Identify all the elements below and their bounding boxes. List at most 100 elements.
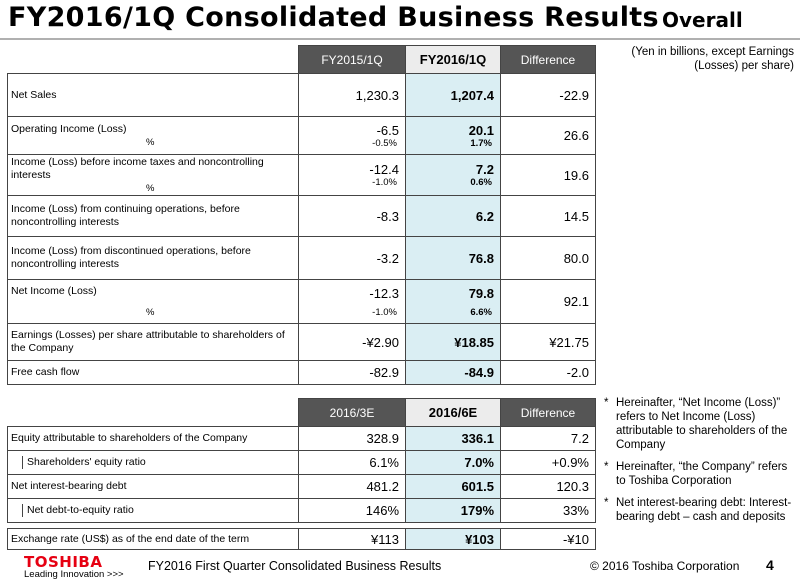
footnote-text: Hereinafter, “the Company” refers to Tos… bbox=[616, 461, 788, 487]
row-label: Equity attributable to shareholders of t… bbox=[7, 426, 299, 451]
pct-label: % bbox=[146, 182, 155, 194]
income-results-table: FY2015/1Q FY2016/1Q Difference Net Sales… bbox=[7, 45, 596, 385]
cell-prev: -12.3 -1.0% bbox=[298, 279, 406, 324]
cell-prev: 481.2 bbox=[298, 474, 406, 499]
cell-current: -84.9 bbox=[405, 360, 501, 385]
table-row-pretax-income: Income (Loss) before income taxes and no… bbox=[7, 154, 596, 196]
cell-current: 76.8 bbox=[405, 236, 501, 280]
row-label: Net debt-to-equity ratio bbox=[27, 504, 134, 516]
footnote-text: Hereinafter, “Net Income (Loss)” refers … bbox=[616, 397, 788, 451]
pct-value: -1.0% bbox=[372, 306, 397, 318]
column-header-current: FY2016/1Q bbox=[405, 45, 501, 74]
row-label: Income (Loss) before income taxes and no… bbox=[11, 155, 264, 181]
row-label: Income (Loss) from continuing operations… bbox=[7, 195, 299, 237]
cell-current: 6.2 bbox=[405, 195, 501, 237]
pct-value: 6.6% bbox=[470, 306, 492, 318]
column-header-prev: FY2015/1Q bbox=[298, 45, 406, 74]
cell-prev: -6.5 -0.5% bbox=[298, 116, 406, 155]
cell-current: 20.1 1.7% bbox=[405, 116, 501, 155]
row-label: Earnings (Losses) per share attributable… bbox=[7, 323, 299, 361]
cell-current: 7.2 0.6% bbox=[405, 154, 501, 196]
cell-current: 79.8 6.6% bbox=[405, 279, 501, 324]
cell-current: 7.0% bbox=[405, 450, 501, 475]
column-header-current: 2016/6E bbox=[405, 398, 501, 427]
value: 7.2 bbox=[475, 162, 494, 177]
header-blank bbox=[7, 45, 299, 74]
row-label: Exchange rate (US$) as of the end date o… bbox=[7, 528, 299, 550]
cell-prev: -8.3 bbox=[298, 195, 406, 237]
row-label-cell: Net debt-to-equity ratio bbox=[7, 498, 299, 523]
table-row-equity: Equity attributable to shareholders of t… bbox=[7, 426, 596, 451]
footnote-marker: * bbox=[604, 497, 609, 509]
row-label: Net Income (Loss) bbox=[11, 284, 97, 297]
cell-diff: -¥10 bbox=[500, 528, 596, 550]
footnote-company: * Hereinafter, “the Company” refers to T… bbox=[604, 460, 794, 488]
title-bar: FY2016/1Q Consolidated Business Results … bbox=[0, 0, 800, 38]
cell-diff: 19.6 bbox=[500, 154, 596, 196]
cell-diff: ¥21.75 bbox=[500, 323, 596, 361]
cell-diff: 92.1 bbox=[500, 279, 596, 324]
page-number: 4 bbox=[766, 557, 774, 573]
page-subtitle: Overall bbox=[662, 8, 743, 32]
page-title: FY2016/1Q Consolidated Business Results bbox=[8, 2, 659, 33]
footnote-marker: * bbox=[604, 461, 609, 473]
pct-value: -0.5% bbox=[372, 137, 397, 149]
cell-diff: 7.2 bbox=[500, 426, 596, 451]
logo-tagline: Leading Innovation >>> bbox=[24, 569, 124, 580]
cell-prev: 146% bbox=[298, 498, 406, 523]
pct-label: % bbox=[146, 306, 155, 318]
row-label-cell: Income (Loss) before income taxes and no… bbox=[7, 154, 299, 196]
table-row-debt-equity-ratio: Net debt-to-equity ratio 146% 179% 33% bbox=[7, 498, 596, 523]
cell-diff: -2.0 bbox=[500, 360, 596, 385]
pct-label: % bbox=[146, 136, 155, 148]
cell-diff: 33% bbox=[500, 498, 596, 523]
cell-current: 336.1 bbox=[405, 426, 501, 451]
unit-note: (Yen in billions, except Earnings (Losse… bbox=[631, 46, 794, 72]
column-header-prev: 2016/3E bbox=[298, 398, 406, 427]
footnote-text: Net interest-bearing debt: Interest-bear… bbox=[616, 497, 792, 523]
cell-diff: 14.5 bbox=[500, 195, 596, 237]
balance-sheet-table: 2016/3E 2016/6E Difference Equity attrib… bbox=[7, 398, 596, 523]
value: -12.3 bbox=[369, 285, 399, 301]
column-header-diff: Difference bbox=[500, 398, 596, 427]
row-label-cell: Operating Income (Loss)% bbox=[7, 116, 299, 155]
cell-diff: 80.0 bbox=[500, 236, 596, 280]
value: 20.1 bbox=[468, 122, 494, 138]
table-row-operating-income: Operating Income (Loss)% -6.5 -0.5% 20.1 1… bbox=[7, 116, 596, 155]
cell-current: ¥18.85 bbox=[405, 323, 501, 361]
cell-prev: -12.4 -1.0% bbox=[298, 154, 406, 196]
cell-diff: -22.9 bbox=[500, 73, 596, 117]
cell-diff: 26.6 bbox=[500, 116, 596, 155]
pct-value: 0.6% bbox=[470, 177, 492, 188]
cell-prev: -3.2 bbox=[298, 236, 406, 280]
table-row-net-sales: Net Sales 1,230.3 1,207.4 -22.9 bbox=[7, 73, 596, 117]
row-label: Free cash flow bbox=[7, 360, 299, 385]
toshiba-logo: TOSHIBA bbox=[24, 553, 103, 571]
cell-prev: 6.1% bbox=[298, 450, 406, 475]
footnote-net-income: * Hereinafter, “Net Income (Loss)” refer… bbox=[604, 396, 794, 452]
pct-value: -1.0% bbox=[372, 177, 397, 188]
cell-prev: 1,230.3 bbox=[298, 73, 406, 117]
table-row-net-income: Net Income (Loss)% -12.3 -1.0% 79.8 6.6% 9… bbox=[7, 279, 596, 324]
row-label: Operating Income (Loss) bbox=[11, 122, 127, 135]
footer-title: FY2016 First Quarter Consolidated Busine… bbox=[148, 559, 442, 573]
title-divider bbox=[0, 38, 800, 40]
cell-current: ¥103 bbox=[405, 528, 501, 550]
cell-current: 1,207.4 bbox=[405, 73, 501, 117]
table-row-eps: Earnings (Losses) per share attributable… bbox=[7, 323, 596, 361]
cell-prev: ¥113 bbox=[298, 528, 406, 550]
copyright: © 2016 Toshiba Corporation bbox=[590, 559, 740, 573]
footnotes: * Hereinafter, “Net Income (Loss)” refer… bbox=[604, 396, 794, 532]
footnote-marker: * bbox=[604, 397, 609, 409]
footnote-net-debt: * Net interest-bearing debt: Interest-be… bbox=[604, 496, 794, 524]
table-row-free-cash-flow: Free cash flow -82.9 -84.9 -2.0 bbox=[7, 360, 596, 385]
cell-prev: 328.9 bbox=[298, 426, 406, 451]
table-row-equity-ratio: Shareholders' equity ratio 6.1% 7.0% +0.… bbox=[7, 450, 596, 475]
cell-diff: +0.9% bbox=[500, 450, 596, 475]
row-label-cell: Net Income (Loss)% bbox=[7, 279, 299, 324]
footer: TOSHIBA Leading Innovation >>> FY2016 Fi… bbox=[0, 551, 800, 583]
cell-diff: 120.3 bbox=[500, 474, 596, 499]
pct-value: 1.7% bbox=[470, 137, 492, 149]
row-label: Net interest-bearing debt bbox=[7, 474, 299, 499]
table-row-exchange-rate: Exchange rate (US$) as of the end date o… bbox=[7, 528, 596, 550]
